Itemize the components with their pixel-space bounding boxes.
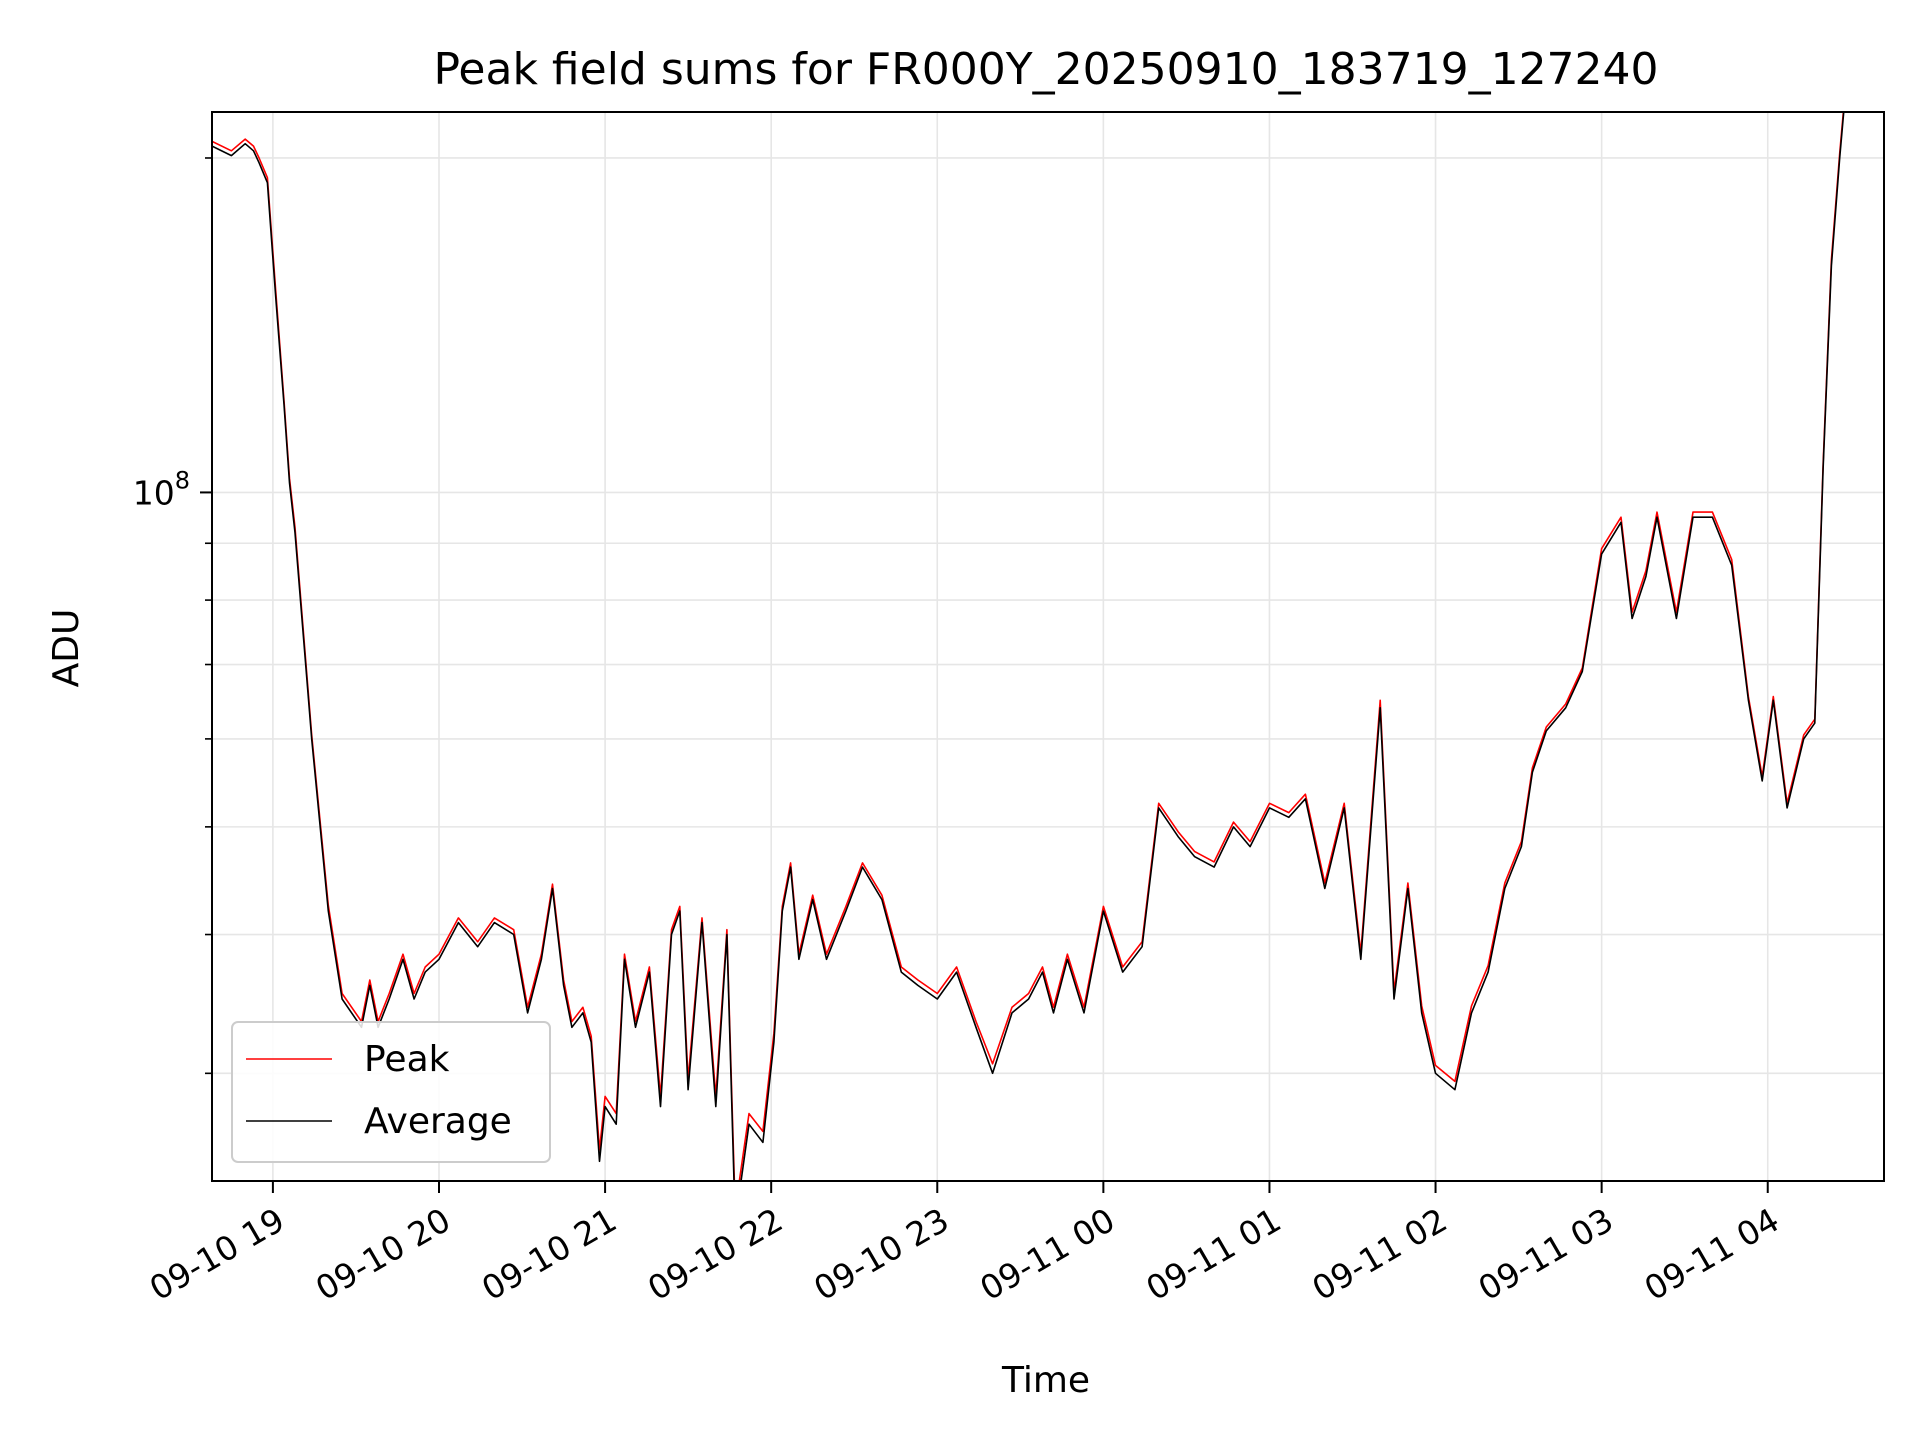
y-tick-label: 108 bbox=[133, 466, 190, 512]
legend: Peak Average bbox=[231, 1021, 551, 1163]
chart-title: Peak field sums for FR000Y_20250910_1837… bbox=[433, 44, 1658, 95]
series-line-average bbox=[212, 112, 1845, 1181]
series-layer bbox=[212, 112, 1845, 1181]
y-axis-label: ADU bbox=[46, 609, 87, 688]
y-ticks: 108 bbox=[133, 157, 212, 1075]
x-axis-label: Time bbox=[1001, 1360, 1090, 1401]
legend-box bbox=[231, 1021, 551, 1163]
plot-frame bbox=[211, 111, 1885, 1182]
legend-label-peak: Peak bbox=[364, 1039, 450, 1080]
legend-label-average: Average bbox=[364, 1101, 512, 1142]
series-line-peak bbox=[212, 112, 1845, 1181]
